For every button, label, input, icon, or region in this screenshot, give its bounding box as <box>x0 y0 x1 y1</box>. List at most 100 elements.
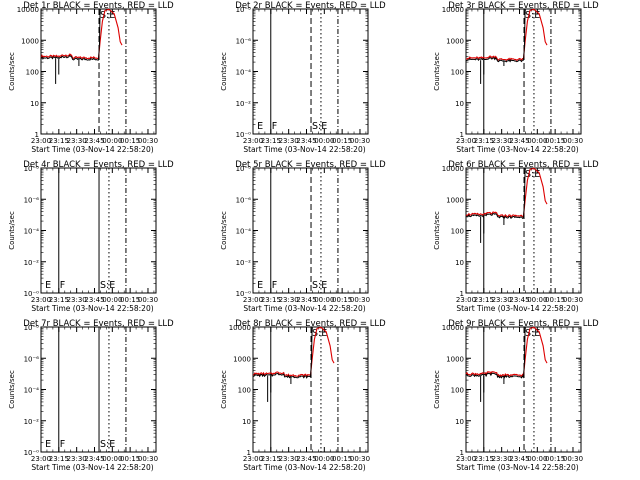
x-tick-label: 00:15 <box>120 137 140 145</box>
x-tick-label: 00:00 <box>527 137 547 145</box>
panel-title: Det 5r BLACK = Events, RED = LLD <box>235 160 386 170</box>
events-series-line <box>465 326 526 379</box>
events-series-line <box>40 8 101 61</box>
plot-frame <box>252 326 369 453</box>
lld-series-line <box>40 8 123 60</box>
x-tick-label: 00:00 <box>314 296 334 304</box>
x-tick-label: 00:15 <box>545 296 565 304</box>
x-tick-label: 23:15 <box>474 137 494 145</box>
y-tick-label: 10 <box>30 100 39 108</box>
panel-title: Det 8r BLACK = Events, RED = LLD <box>235 319 386 329</box>
y-tick-label: 10 <box>455 100 464 108</box>
y-tick-label: 10000 <box>442 6 464 14</box>
plot-frame <box>465 167 582 294</box>
plot-frame <box>252 167 369 294</box>
x-tick-label: 23:45 <box>296 455 316 463</box>
x-tick-label: 23:45 <box>296 137 316 145</box>
y-tick-label: 10000 <box>442 165 464 173</box>
x-tick-label: 23:45 <box>84 296 104 304</box>
x-tick-label: 23:30 <box>67 455 87 463</box>
marker-label: F <box>60 439 65 450</box>
x-tick-label: 23:00 <box>31 455 51 463</box>
panel-det-4: Det 4r BLACK = Events, RED = LLD 10⁻⁰ 10⁻²… <box>8 160 174 313</box>
y-axis-label: Counts/sec <box>220 211 228 250</box>
x-tick-label: 00:00 <box>314 455 334 463</box>
y-tick-label: 10⁻⁴ <box>24 228 40 236</box>
y-tick-label: 10⁻⁰ <box>24 290 40 298</box>
y-tick-label: 10⁻² <box>236 100 252 108</box>
x-tick-label: 00:30 <box>563 137 583 145</box>
panel-title: Det 7r BLACK = Events, RED = LLD <box>23 319 174 329</box>
marker-label: S:E <box>525 328 540 339</box>
x-tick-label: 23:45 <box>509 296 529 304</box>
y-tick-label: 10⁻² <box>24 418 40 426</box>
marker-label: S:E <box>312 121 327 132</box>
x-tick-label: 00:15 <box>332 455 352 463</box>
x-tick-label: 23:45 <box>84 455 104 463</box>
marker-label: E <box>257 121 263 132</box>
events-series-line <box>465 167 526 219</box>
y-tick-label: 10000 <box>17 6 39 14</box>
x-tick-label: 00:30 <box>563 455 583 463</box>
x-tick-label: 23:15 <box>474 296 494 304</box>
y-tick-label: 10⁻⁴ <box>24 387 40 395</box>
lld-series-line <box>465 167 548 218</box>
marker-label: S:E <box>312 328 327 339</box>
x-tick-label: 23:00 <box>456 137 476 145</box>
y-tick-label: 10⁻² <box>236 259 252 267</box>
x-tick-label: 00:30 <box>138 296 158 304</box>
x-tick-label: 23:15 <box>261 296 281 304</box>
y-tick-label: 100 <box>451 69 464 77</box>
x-tick-label: 23:15 <box>474 455 494 463</box>
y-tick-label: 1000 <box>446 196 464 204</box>
x-axis-label: Start Time (03-Nov-14 22:58:20) <box>243 145 365 154</box>
x-tick-label: 23:00 <box>31 296 51 304</box>
x-tick-label: 00:15 <box>332 137 352 145</box>
panel-title: Det 1r BLACK = Events, RED = LLD <box>23 1 174 11</box>
x-tick-label: 23:30 <box>67 296 87 304</box>
x-axis-label: Start Time (03-Nov-14 22:58:20) <box>456 463 578 472</box>
x-tick-label: 23:00 <box>243 296 263 304</box>
x-tick-label: 23:30 <box>279 137 299 145</box>
lld-series-line <box>253 326 335 378</box>
x-tick-label: 00:30 <box>350 137 370 145</box>
x-axis-label: Start Time (03-Nov-14 22:58:20) <box>243 304 365 313</box>
lld-series-line <box>465 8 548 62</box>
x-axis-label: Start Time (03-Nov-14 22:58:20) <box>31 463 153 472</box>
panel-det-5: Det 5r BLACK = Events, RED = LLD 10⁻⁰ 10⁻²… <box>220 160 386 313</box>
marker-label: S:E <box>525 169 540 180</box>
y-tick-label: 10000 <box>229 324 251 332</box>
y-tick-label: 10⁻⁰ <box>236 290 252 298</box>
y-tick-label: 100 <box>451 387 464 395</box>
y-tick-label: 10 <box>455 418 464 426</box>
y-tick-label: 10000 <box>442 324 464 332</box>
y-tick-label: 1000 <box>233 355 251 363</box>
y-tick-label: 1 <box>247 449 251 457</box>
x-tick-label: 00:15 <box>120 296 140 304</box>
y-axis-label: Counts/sec <box>8 211 16 250</box>
marker-label: F <box>60 280 65 291</box>
panel-title: Det 6r BLACK = Events, RED = LLD <box>448 160 599 170</box>
panel-title: Det 3r BLACK = Events, RED = LLD <box>448 1 599 11</box>
panel-title: Det 2r BLACK = Events, RED = LLD <box>235 1 386 11</box>
panel-det-1: Det 1r BLACK = Events, RED = LLD 1 10 100 10… <box>8 1 174 154</box>
y-axis-label: Counts/sec <box>8 370 16 409</box>
x-tick-label: 23:45 <box>509 137 529 145</box>
x-tick-label: 23:30 <box>279 296 299 304</box>
x-tick-label: 23:30 <box>67 137 87 145</box>
y-tick-label: 1 <box>460 131 464 139</box>
y-tick-label: 1 <box>460 290 464 298</box>
marker-label: E <box>45 439 51 450</box>
x-axis-label: Start Time (03-Nov-14 22:58:20) <box>31 304 153 313</box>
x-tick-label: 00:30 <box>138 137 158 145</box>
x-tick-label: 23:15 <box>49 296 69 304</box>
panel-det-9: Det 9r BLACK = Events, RED = LLD 1 10 100 10… <box>433 319 599 472</box>
x-tick-label: 00:30 <box>563 296 583 304</box>
x-tick-label: 00:00 <box>527 296 547 304</box>
y-tick-label: 10⁻⁶ <box>236 196 252 204</box>
x-tick-label: 23:30 <box>279 455 299 463</box>
marker-label: S:E <box>100 439 115 450</box>
marker-label: E <box>257 280 263 291</box>
y-axis-label: Counts/sec <box>8 52 16 91</box>
